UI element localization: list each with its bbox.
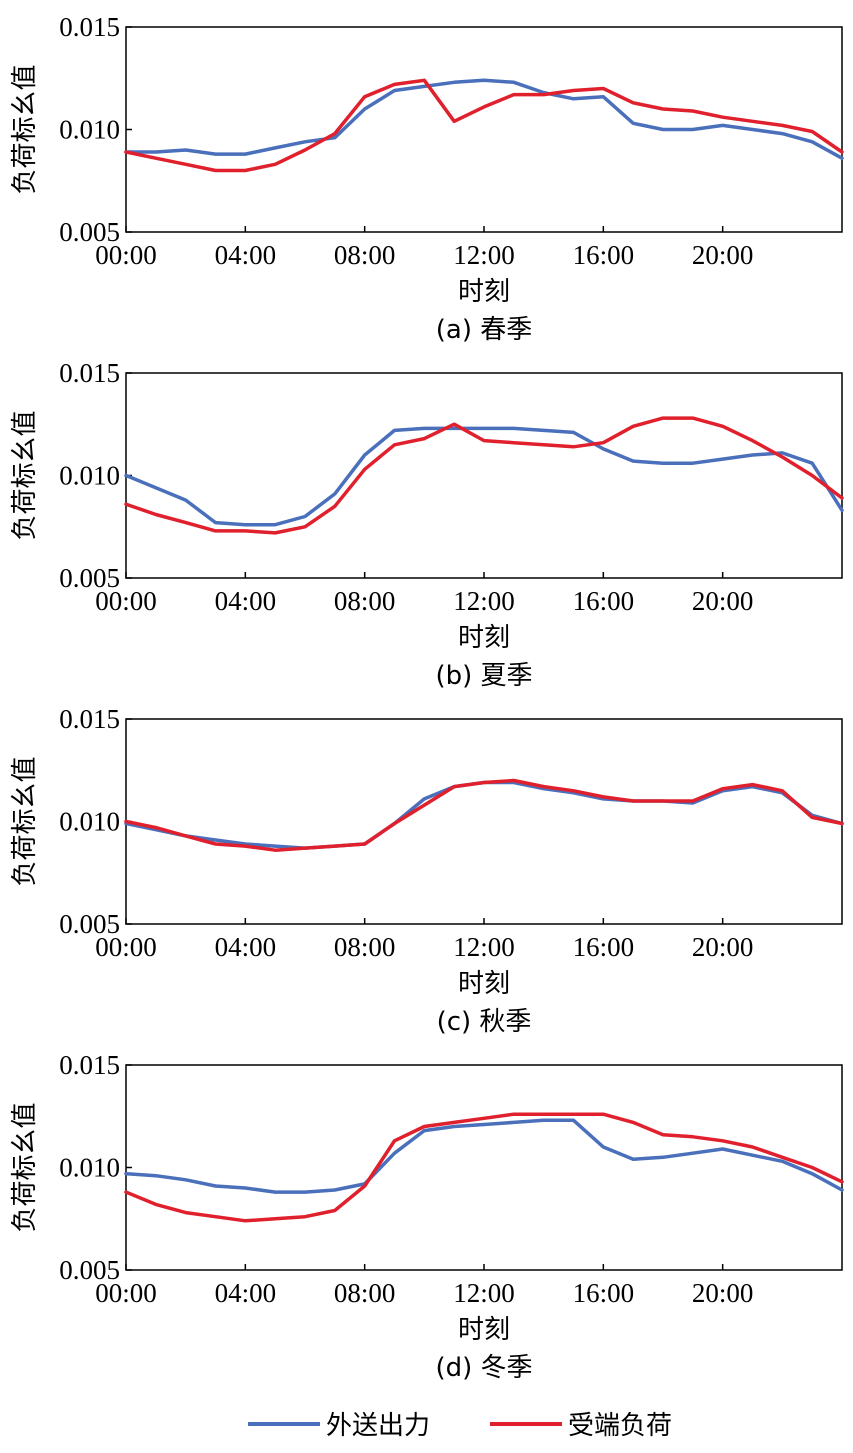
x-tick-label: 08:00 bbox=[334, 932, 396, 962]
series-line-export bbox=[124, 1118, 844, 1194]
x-tick-label: 00:00 bbox=[95, 240, 157, 270]
x-tick-label: 04:00 bbox=[215, 1278, 277, 1308]
x-axis-label: 时刻 bbox=[458, 969, 510, 999]
y-tick-label: 0.005 bbox=[59, 1255, 120, 1285]
plot-frame bbox=[125, 1064, 843, 1271]
y-axis-label: 负荷标幺值 bbox=[10, 64, 40, 194]
legend: 外送出力 受端负荷 bbox=[248, 1411, 672, 1441]
x-tick-label: 00:00 bbox=[95, 932, 157, 962]
series-line-export bbox=[124, 78, 844, 160]
chart-panel-3: 0.005 0.010 0.015 00:00 04:00 08:00 12:00 16:00… bbox=[10, 704, 844, 1037]
x-axis-label: 时刻 bbox=[458, 277, 510, 307]
series-line-export bbox=[124, 426, 844, 527]
x-tick-label: 12:00 bbox=[453, 586, 515, 616]
series-line-load bbox=[124, 78, 844, 173]
panel-caption: (d) 冬季 bbox=[435, 1353, 532, 1383]
x-tick-label: 20:00 bbox=[692, 240, 754, 270]
x-tick-label: 08:00 bbox=[334, 240, 396, 270]
x-tick-label: 16:00 bbox=[573, 240, 635, 270]
plot-frame bbox=[125, 26, 843, 233]
x-tick-label: 00:00 bbox=[95, 1278, 157, 1308]
y-tick-label: 0.010 bbox=[59, 115, 120, 145]
series-line-load bbox=[124, 1112, 844, 1223]
y-axis-label: 负荷标幺值 bbox=[10, 756, 40, 886]
y-tick-label: 0.015 bbox=[59, 704, 120, 734]
x-tick-label: 16:00 bbox=[573, 1278, 635, 1308]
x-tick-label: 04:00 bbox=[215, 932, 277, 962]
x-tick-label: 12:00 bbox=[453, 1278, 515, 1308]
panel-caption: (b) 夏季 bbox=[435, 661, 532, 691]
y-tick-label: 0.010 bbox=[59, 807, 120, 837]
plot-frame bbox=[125, 372, 843, 579]
chart-panel-1: 0.005 0.010 0.015 00:00 04:00 08:00 12:00 16:00… bbox=[10, 12, 844, 345]
series-line-load bbox=[124, 778, 844, 852]
x-axis-label: 时刻 bbox=[458, 623, 510, 653]
y-tick-label: 0.005 bbox=[59, 217, 120, 247]
x-tick-label: 04:00 bbox=[215, 586, 277, 616]
panel-caption: (a) 春季 bbox=[436, 315, 533, 345]
y-tick-label: 0.005 bbox=[59, 909, 120, 939]
y-tick-label: 0.015 bbox=[59, 358, 120, 388]
x-tick-label: 12:00 bbox=[453, 932, 515, 962]
panel-caption: (c) 秋季 bbox=[437, 1007, 532, 1037]
series-line-export bbox=[124, 780, 844, 850]
legend-export-label: 外送出力 bbox=[326, 1411, 430, 1441]
x-tick-label: 20:00 bbox=[692, 1278, 754, 1308]
x-tick-label: 08:00 bbox=[334, 1278, 396, 1308]
series-line-load bbox=[124, 416, 844, 535]
y-axis-label: 负荷标幺值 bbox=[10, 1102, 40, 1232]
x-tick-label: 20:00 bbox=[692, 586, 754, 616]
plot-frame bbox=[125, 718, 843, 925]
y-tick-label: 0.010 bbox=[59, 461, 120, 491]
x-tick-label: 08:00 bbox=[334, 586, 396, 616]
y-tick-label: 0.010 bbox=[59, 1153, 120, 1183]
x-tick-label: 20:00 bbox=[692, 932, 754, 962]
chart-panel-2: 0.005 0.010 0.015 00:00 04:00 08:00 12:00 16:00… bbox=[10, 358, 844, 691]
x-tick-label: 16:00 bbox=[573, 586, 635, 616]
y-tick-label: 0.015 bbox=[59, 1050, 120, 1080]
x-tick-label: 00:00 bbox=[95, 586, 157, 616]
x-tick-label: 16:00 bbox=[573, 932, 635, 962]
x-tick-label: 12:00 bbox=[453, 240, 515, 270]
chart-panel-4: 0.005 0.010 0.015 00:00 04:00 08:00 12:00 16:00… bbox=[10, 1050, 844, 1383]
x-axis-label: 时刻 bbox=[458, 1315, 510, 1345]
x-tick-label: 04:00 bbox=[215, 240, 277, 270]
y-tick-label: 0.015 bbox=[59, 12, 120, 42]
y-axis-label: 负荷标幺值 bbox=[10, 410, 40, 540]
legend-load-label: 受端负荷 bbox=[568, 1411, 672, 1441]
y-tick-label: 0.005 bbox=[59, 563, 120, 593]
